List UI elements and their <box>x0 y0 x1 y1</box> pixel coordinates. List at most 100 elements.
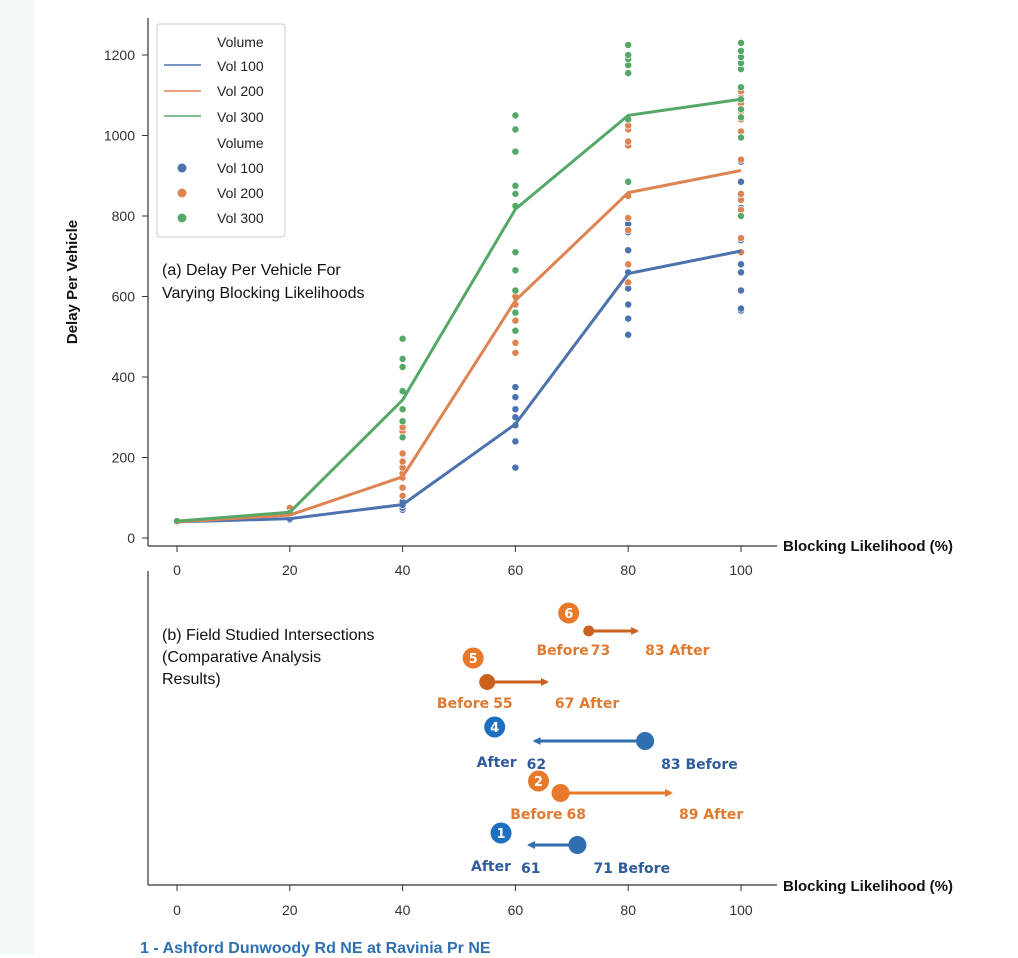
panel-b-annotation-line3: Results) <box>162 671 221 688</box>
scatter-point-vol300 <box>624 51 633 59</box>
scatter-point-vol300 <box>511 189 520 198</box>
scatter-point-vol300 <box>511 147 520 156</box>
x-tick-label: 40 <box>395 902 411 918</box>
legend-point-vol100 <box>177 163 187 173</box>
scatter-point-vol100 <box>737 177 745 186</box>
x-tick-label: 100 <box>729 562 753 578</box>
scatter-point-vol200 <box>398 483 407 492</box>
intersection-4-before-label: 83 Before <box>661 757 738 773</box>
panel-a: 0 200 400 600 800 1000 1200 0 20 40 60 80 100 Delay… <box>64 18 953 578</box>
scatter-point-vol300 <box>511 326 520 335</box>
legend-points-title: Volume <box>217 135 264 151</box>
x-tick-label: 40 <box>395 562 411 578</box>
panel-b-annotation-line1: (b) Field Studied Intersections <box>162 627 375 644</box>
scatter-point-vol300 <box>511 248 520 257</box>
intersection-4-badge-label: 4 <box>490 721 499 736</box>
intersection-1-badge <box>490 822 512 844</box>
scatter-point-vol100 <box>737 286 745 295</box>
intersection-6-after-label: 83 After <box>645 643 709 659</box>
scatter-point-vol100 <box>624 300 633 309</box>
scatter-point-vol200 <box>624 214 633 222</box>
intersection-4-before-dot <box>636 732 655 750</box>
series-line-vol100 <box>176 249 742 524</box>
intersection-6-before-dot <box>583 625 595 637</box>
intersection-2-badge <box>528 770 550 792</box>
scatter-point-vol300 <box>511 266 520 275</box>
intersection-1-before-dot <box>568 836 587 854</box>
scatter-point-vol200 <box>398 457 407 466</box>
scatter-point-vol300 <box>511 125 520 134</box>
panel-a-annotation-line2: Varying Blocking Likelihoods <box>162 285 364 302</box>
scatter-point-vol200 <box>624 260 633 269</box>
scatter-point-vol200 <box>737 189 745 198</box>
panel-a-ylabel: Delay Per Vehicle <box>64 220 81 344</box>
scatter-point-vol300 <box>624 69 633 78</box>
series-line-vol200 <box>176 169 742 524</box>
intersection-1-before-label: 71 Before <box>593 861 670 877</box>
panel-a-y-ticks: 0 200 400 600 800 1000 1200 <box>104 47 148 546</box>
y-tick-label: 1000 <box>104 128 135 144</box>
legend-point-vol100-label: Vol 100 <box>217 160 264 176</box>
intersection-1-after-label: After <box>471 859 511 875</box>
intersection-4-after-label: After <box>477 755 517 771</box>
scatter-point-vol300 <box>398 362 407 371</box>
intersection-2-before-value: 68 <box>567 807 586 823</box>
intersection-5-after-label: 67 After <box>555 696 619 712</box>
scatter-point-vol100 <box>624 314 633 323</box>
intersection-1-badge-label: 1 <box>497 827 506 842</box>
scatter-point-vol300 <box>511 308 520 317</box>
scatter-point-vol200 <box>511 316 520 325</box>
scatter-point-vol300 <box>511 181 520 190</box>
legend-line-vol100-label: Vol 100 <box>217 58 264 74</box>
panel-b-xlabel: Blocking Likelihood (%) <box>783 878 953 895</box>
scatter-point-vol300 <box>737 47 745 55</box>
panel-b-x-ticks: 0 20 40 60 80 100 <box>173 885 753 918</box>
y-tick-label: 200 <box>112 450 136 466</box>
scatter-point-vol100 <box>511 405 520 414</box>
scatter-point-vol100 <box>511 437 520 446</box>
scatter-point-vol300 <box>511 111 520 120</box>
scatter-point-vol200 <box>511 338 520 347</box>
scatter-point-vol200 <box>511 348 520 357</box>
scatter-point-vol300 <box>737 83 745 92</box>
y-tick-label: 600 <box>112 289 136 305</box>
scatter-point-vol300 <box>398 354 407 363</box>
legend-lines-title: Volume <box>217 34 264 50</box>
legend-line-vol300-label: Vol 300 <box>217 109 264 125</box>
scatter-point-vol100 <box>737 268 745 277</box>
intersection-1-after-value: 61 <box>521 861 540 877</box>
scatter-point-vol100 <box>624 246 633 255</box>
legend-line-vol200-label: Vol 200 <box>217 83 264 99</box>
intersection-6-badge <box>558 602 580 624</box>
scatter-point-vol200 <box>624 226 633 235</box>
scatter-point-vol300 <box>624 177 633 186</box>
scatter-point-vol100 <box>511 393 520 402</box>
scatter-point-vol300 <box>398 417 407 426</box>
scatter-point-vol300 <box>737 38 745 47</box>
scatter-point-vol100 <box>737 260 745 269</box>
intersection-2-before-label: Before <box>510 807 562 823</box>
y-tick-label: 1200 <box>104 47 135 63</box>
scatter-point-vol300 <box>511 286 520 295</box>
footer-caption: 1 - Ashford Dunwoody Rd NE at Ravinia Pr… <box>140 940 491 957</box>
scatter-point-vol100 <box>511 383 520 392</box>
panel-b-annotation-line2: (Comparative Analysis <box>162 649 321 666</box>
x-tick-label: 0 <box>173 902 181 918</box>
x-tick-label: 80 <box>620 562 636 578</box>
scatter-point-vol300 <box>624 40 633 49</box>
series-line-vol300 <box>176 97 742 523</box>
y-tick-label: 800 <box>112 208 136 224</box>
scatter-point-vol300 <box>737 212 745 220</box>
intersection-4-badge <box>484 716 506 738</box>
y-tick-label: 400 <box>112 369 136 385</box>
scatter-point-vol300 <box>398 405 407 414</box>
scatter-point-vol300 <box>737 133 745 142</box>
scatter-point-vol200 <box>624 278 633 287</box>
legend-point-vol200-label: Vol 200 <box>217 185 264 201</box>
intersection-5-badge-label: 5 <box>469 652 478 667</box>
intersection-4-after-value: 62 <box>527 757 546 773</box>
intersection-6-badge-label: 6 <box>564 607 573 622</box>
scatter-point-vol100 <box>737 304 745 313</box>
